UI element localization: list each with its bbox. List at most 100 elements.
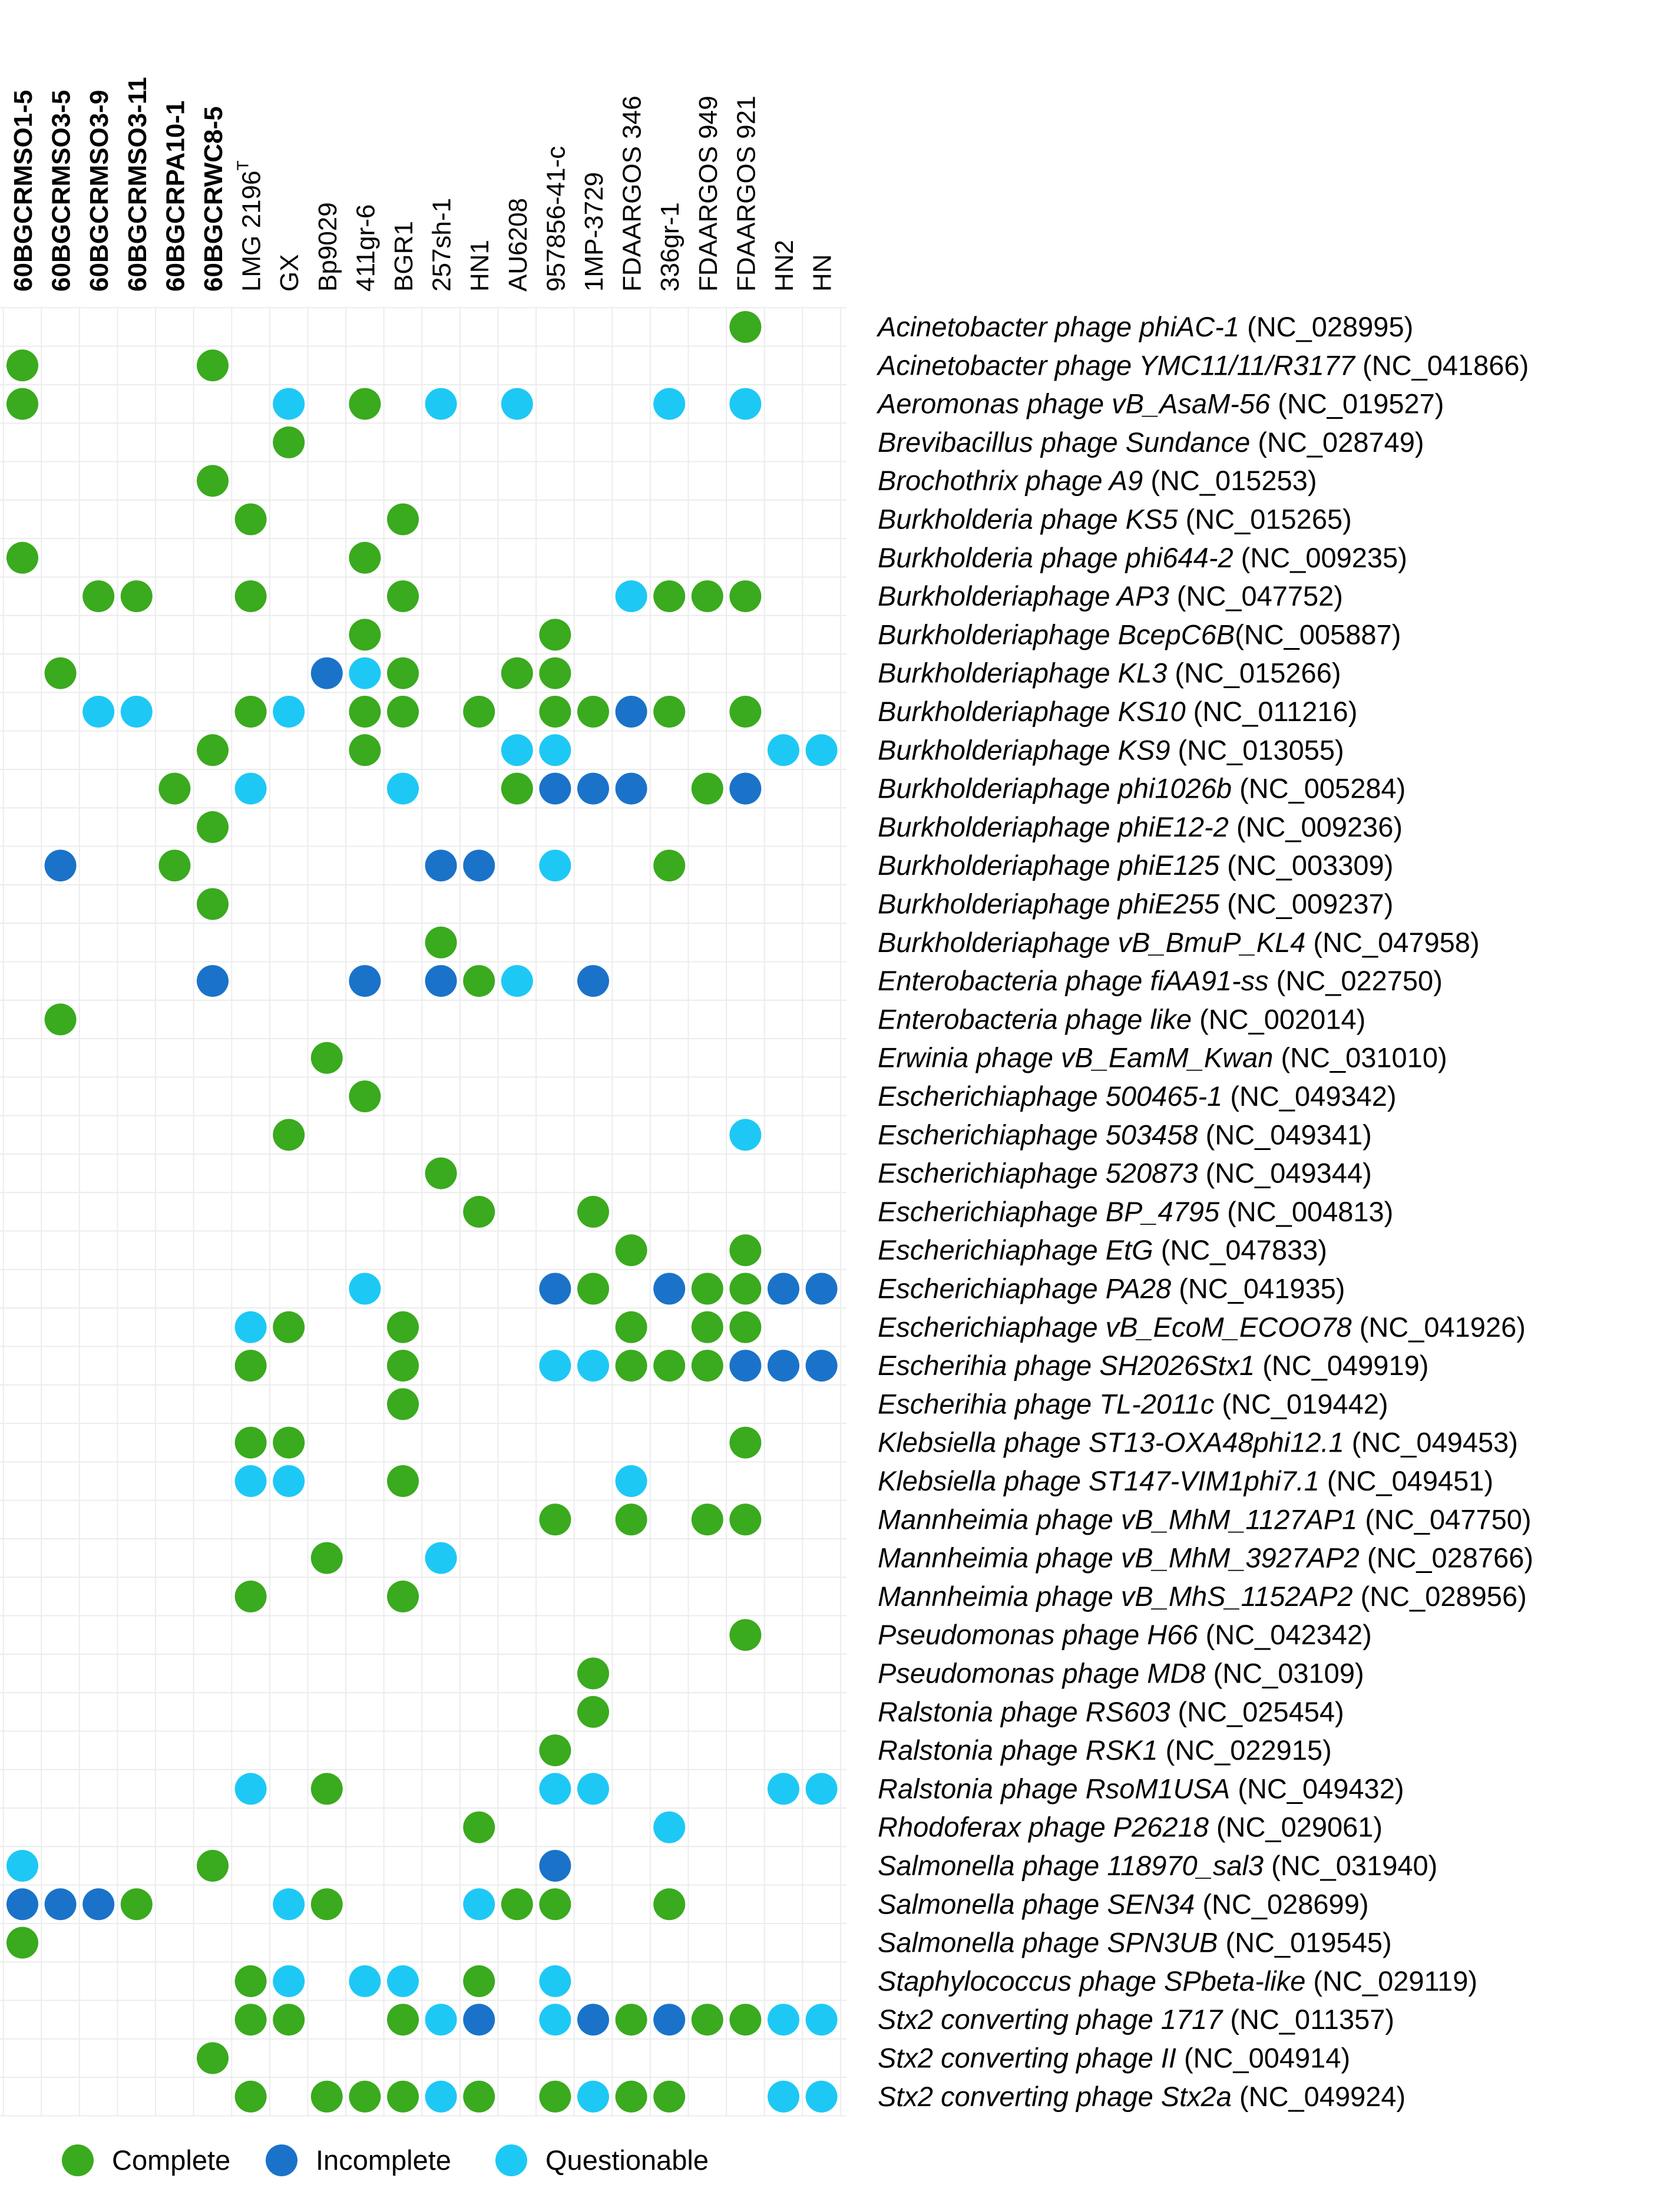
marker-complete	[273, 426, 305, 458]
row-label-phage-name: Escherihia phage SH2026Stx1	[878, 1350, 1255, 1381]
row-label-accession: (NC_028749)	[1250, 427, 1424, 458]
marker-incomplete	[463, 2004, 495, 2036]
row-label-accession: (NC_011357)	[1222, 2004, 1394, 2035]
marker-complete	[387, 1465, 419, 1497]
row-label-phage-name: Acinetobacter phage YMC11/11/R3177	[876, 349, 1356, 381]
row-label-accession: (NC_002014)	[1192, 1003, 1365, 1035]
marker-complete	[234, 696, 267, 728]
row-label-accession: (NC_049451)	[1319, 1465, 1493, 1496]
marker-complete	[387, 1350, 419, 1382]
row-label: Enterobacteria phage like (NC_002014)	[878, 1003, 1365, 1035]
marker-incomplete	[539, 772, 571, 805]
column-label-text: 257sh-1	[428, 198, 457, 292]
column-label: 411gr-6	[351, 204, 380, 292]
row-label-accession: (NC_047958)	[1305, 927, 1479, 958]
row-label-accession: (NC_049453)	[1344, 1427, 1518, 1458]
marker-questionable	[805, 2004, 838, 2036]
column-label-text: FDAARGOS 921	[732, 95, 760, 292]
marker-complete	[387, 696, 419, 728]
row-label: Stx2 converting phage 1717 (NC_011357)	[878, 2004, 1394, 2035]
column-label-text: HN2	[770, 240, 799, 292]
marker-complete	[310, 2080, 343, 2113]
marker-questionable	[768, 2004, 799, 2036]
row-label-phage-name: Burkholderiaphage KS10	[878, 696, 1186, 727]
marker-complete	[501, 1888, 533, 1921]
marker-questionable	[387, 772, 419, 805]
marker-complete	[463, 1195, 495, 1228]
marker-incomplete	[6, 1888, 38, 1921]
row-label-accession: (NC_029119)	[1305, 1965, 1477, 1997]
marker-complete	[615, 1503, 647, 1536]
row-label-accession: (NC_013055)	[1170, 734, 1344, 765]
marker-complete	[539, 2080, 571, 2113]
column-label-text: 60BGCRPA10-1	[161, 101, 190, 292]
row-label-accession: (NC_015266)	[1167, 657, 1341, 689]
marker-complete	[234, 2080, 267, 2113]
row-label: Burkholderiaphage KS9 (NC_013055)	[878, 734, 1344, 765]
marker-complete	[158, 772, 191, 805]
row-label: Burkholderiaphage KL3 (NC_015266)	[878, 657, 1341, 689]
marker-complete	[539, 696, 571, 728]
row-label: Staphylococcus phage SPbeta-like (NC_029…	[878, 1965, 1477, 1997]
marker-complete	[539, 657, 571, 689]
marker-questionable	[273, 1465, 305, 1497]
row-label: Erwinia phage vB_EamM_Kwan (NC_031010)	[878, 1042, 1447, 1073]
column-label: 60BGCRMSO3-9	[85, 90, 114, 292]
marker-questionable	[463, 1888, 495, 1921]
marker-questionable	[349, 657, 381, 689]
marker-complete	[653, 1888, 686, 1921]
marker-incomplete	[197, 965, 229, 997]
row-label: Brevibacillus phage Sundance (NC_028749)	[878, 427, 1424, 458]
row-label: Burkholderiaphage AP3 (NC_047752)	[878, 580, 1343, 612]
marker-questionable	[501, 734, 533, 766]
column-label-text: 336gr-1	[656, 202, 684, 292]
column-label-text: AU6208	[504, 198, 533, 292]
row-label-phage-name: Enterobacteria phage like	[878, 1003, 1192, 1035]
marker-questionable	[82, 696, 115, 728]
marker-complete	[234, 2004, 267, 2036]
marker-complete	[273, 1119, 305, 1151]
marker-complete	[729, 1311, 762, 1343]
row-label-phage-name: Escherichiaphage PA28	[878, 1273, 1171, 1304]
row-label-phage-name: Brochothrix phage A9	[878, 465, 1143, 496]
row-label-accession: (NC_009236)	[1229, 811, 1403, 842]
column-label: GX	[275, 254, 304, 292]
row-label-phage-name: Erwinia phage vB_EamM_Kwan	[878, 1042, 1273, 1073]
column-label: Bp9029	[313, 202, 342, 292]
row-label: Escherihia phage TL-2011c (NC_019442)	[878, 1388, 1388, 1419]
column-label: 60BGCRMSO3-5	[47, 90, 76, 292]
row-label: Acinetobacter phage YMC11/11/R3177 (NC_0…	[876, 349, 1529, 381]
marker-incomplete	[577, 772, 609, 805]
row-label-phage-name: Stx2 converting phage 1717	[878, 2004, 1223, 2035]
marker-questionable	[425, 388, 457, 420]
marker-complete	[44, 1003, 77, 1036]
column-label: 60BGCRMSO1-5	[9, 90, 38, 292]
marker-complete	[310, 1042, 343, 1074]
row-label-phage-name: Burkholderiaphage KS9	[878, 734, 1170, 765]
row-label-phage-name: Ralstonia phage RS603	[878, 1696, 1170, 1727]
legend-label-questionable: Questionable	[545, 2144, 709, 2176]
marker-complete	[691, 1503, 723, 1536]
marker-incomplete	[653, 2004, 686, 2036]
marker-complete	[729, 1503, 762, 1536]
marker-questionable	[501, 388, 533, 420]
row-label: Burkholderiaphage BcepC6B(NC_005887)	[878, 619, 1401, 650]
row-label: Burkholderiaphage phi1026b (NC_005284)	[878, 773, 1405, 804]
marker-questionable	[387, 1965, 419, 1997]
column-label-text: 60BGCRMSO1-5	[9, 90, 38, 292]
marker-complete	[197, 811, 229, 843]
marker-incomplete	[44, 850, 77, 882]
marker-complete	[729, 1234, 762, 1267]
marker-complete	[234, 1426, 267, 1459]
marker-complete	[463, 1811, 495, 1843]
marker-complete	[6, 1926, 38, 1959]
marker-complete	[501, 657, 533, 689]
marker-complete	[653, 696, 686, 728]
column-label-text: HN1	[465, 240, 494, 292]
marker-complete	[691, 772, 723, 805]
column-label: 257sh-1	[428, 198, 457, 292]
marker-complete	[577, 696, 609, 728]
marker-complete	[425, 1157, 457, 1189]
marker-complete	[310, 1542, 343, 1574]
row-label-accession: (NC_009237)	[1219, 888, 1393, 920]
